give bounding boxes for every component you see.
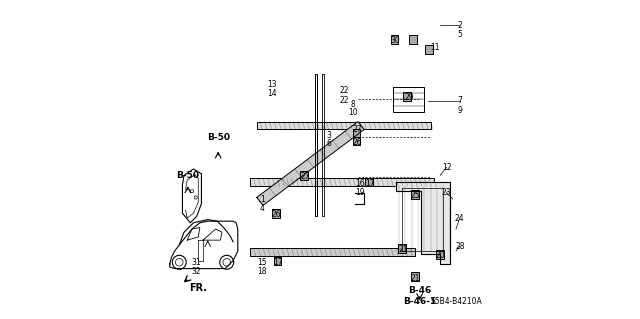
Text: B-50: B-50: [176, 171, 199, 180]
Text: 14: 14: [267, 89, 276, 98]
FancyBboxPatch shape: [411, 272, 419, 281]
FancyBboxPatch shape: [353, 129, 360, 137]
Text: 25: 25: [411, 191, 420, 200]
Text: 6: 6: [326, 138, 332, 148]
Text: B-50: B-50: [207, 133, 230, 142]
Text: 22: 22: [340, 86, 349, 95]
Text: 17: 17: [365, 179, 375, 188]
Polygon shape: [396, 182, 450, 264]
Text: 17: 17: [273, 258, 283, 267]
FancyBboxPatch shape: [257, 122, 431, 130]
FancyBboxPatch shape: [353, 137, 360, 145]
Text: 7: 7: [458, 97, 462, 106]
Text: 29: 29: [404, 93, 414, 102]
Text: 21: 21: [398, 245, 408, 254]
Text: 4: 4: [260, 204, 264, 213]
Text: 10: 10: [348, 108, 358, 116]
Text: 20: 20: [436, 251, 445, 260]
FancyBboxPatch shape: [436, 250, 444, 259]
Text: 13: 13: [267, 80, 276, 89]
Text: 9: 9: [458, 106, 462, 115]
Text: 18: 18: [257, 267, 267, 276]
Text: 19: 19: [356, 188, 365, 197]
Text: 22: 22: [340, 96, 349, 105]
FancyBboxPatch shape: [410, 35, 417, 44]
Text: B-46-1: B-46-1: [403, 297, 436, 306]
FancyBboxPatch shape: [411, 190, 419, 199]
Text: S5B4-B4210A: S5B4-B4210A: [430, 297, 482, 306]
FancyBboxPatch shape: [300, 171, 308, 180]
Text: 27: 27: [353, 125, 362, 134]
FancyBboxPatch shape: [365, 178, 373, 186]
Text: FR.: FR.: [189, 283, 207, 293]
FancyBboxPatch shape: [250, 248, 415, 256]
Text: 8: 8: [351, 100, 356, 109]
Text: 23: 23: [442, 188, 451, 197]
Text: 16: 16: [356, 179, 365, 188]
Text: 26: 26: [271, 210, 281, 219]
Text: 26: 26: [353, 137, 362, 147]
Text: 21: 21: [411, 274, 420, 283]
Text: 32: 32: [191, 267, 201, 276]
Text: B-46: B-46: [408, 286, 431, 295]
Text: 12: 12: [442, 163, 451, 172]
Text: 3: 3: [326, 131, 332, 140]
Polygon shape: [257, 122, 364, 205]
Text: 28: 28: [455, 242, 465, 251]
Text: 2: 2: [458, 21, 462, 30]
FancyBboxPatch shape: [426, 45, 433, 54]
Text: 1: 1: [260, 195, 264, 204]
FancyBboxPatch shape: [272, 209, 280, 218]
Text: 5: 5: [458, 30, 462, 39]
FancyBboxPatch shape: [390, 35, 398, 44]
FancyBboxPatch shape: [399, 244, 406, 253]
FancyBboxPatch shape: [250, 178, 434, 186]
Text: 30: 30: [390, 36, 400, 45]
Text: 11: 11: [429, 43, 439, 52]
FancyBboxPatch shape: [273, 256, 281, 265]
Text: 27: 27: [300, 172, 310, 182]
Text: 24: 24: [455, 213, 465, 222]
Text: 15: 15: [257, 258, 267, 267]
FancyBboxPatch shape: [403, 92, 411, 101]
Text: 31: 31: [191, 258, 201, 267]
